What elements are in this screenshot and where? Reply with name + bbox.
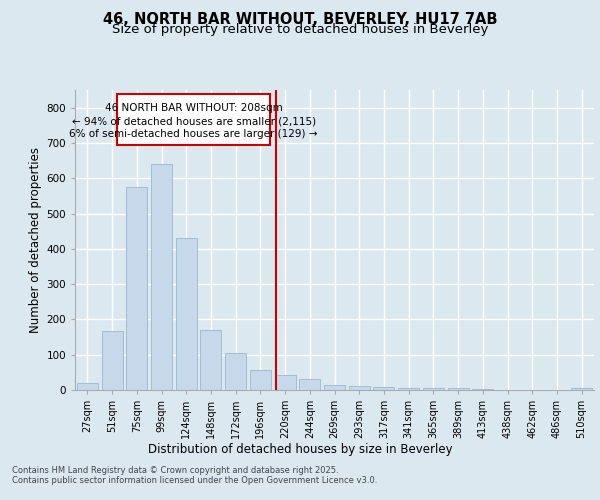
Bar bbox=[151, 164, 172, 390]
Bar bbox=[373, 387, 394, 390]
Bar bbox=[101, 330, 122, 390]
Bar bbox=[398, 388, 419, 390]
Bar bbox=[200, 330, 221, 390]
Bar bbox=[225, 353, 246, 390]
Text: 46 NORTH BAR WITHOUT: 208sqm: 46 NORTH BAR WITHOUT: 208sqm bbox=[105, 103, 283, 113]
Text: Contains public sector information licensed under the Open Government Licence v3: Contains public sector information licen… bbox=[12, 476, 377, 485]
FancyBboxPatch shape bbox=[117, 94, 270, 144]
Bar bbox=[324, 384, 345, 390]
Bar bbox=[275, 375, 296, 390]
Text: ← 94% of detached houses are smaller (2,115): ← 94% of detached houses are smaller (2,… bbox=[71, 116, 316, 126]
Text: Size of property relative to detached houses in Beverley: Size of property relative to detached ho… bbox=[112, 24, 488, 36]
Bar bbox=[448, 388, 469, 390]
Bar bbox=[126, 186, 147, 390]
Bar bbox=[77, 383, 98, 390]
Bar bbox=[571, 388, 592, 390]
Text: Contains HM Land Registry data © Crown copyright and database right 2025.: Contains HM Land Registry data © Crown c… bbox=[12, 466, 338, 475]
Bar bbox=[299, 378, 320, 390]
Bar bbox=[176, 238, 197, 390]
Y-axis label: Number of detached properties: Number of detached properties bbox=[29, 147, 42, 333]
Text: 6% of semi-detached houses are larger (129) →: 6% of semi-detached houses are larger (1… bbox=[70, 130, 318, 140]
Text: 46, NORTH BAR WITHOUT, BEVERLEY, HU17 7AB: 46, NORTH BAR WITHOUT, BEVERLEY, HU17 7A… bbox=[103, 12, 497, 28]
Bar bbox=[423, 388, 444, 390]
Bar bbox=[472, 389, 493, 390]
Text: Distribution of detached houses by size in Beverley: Distribution of detached houses by size … bbox=[148, 442, 452, 456]
Bar bbox=[250, 370, 271, 390]
Bar bbox=[349, 386, 370, 390]
